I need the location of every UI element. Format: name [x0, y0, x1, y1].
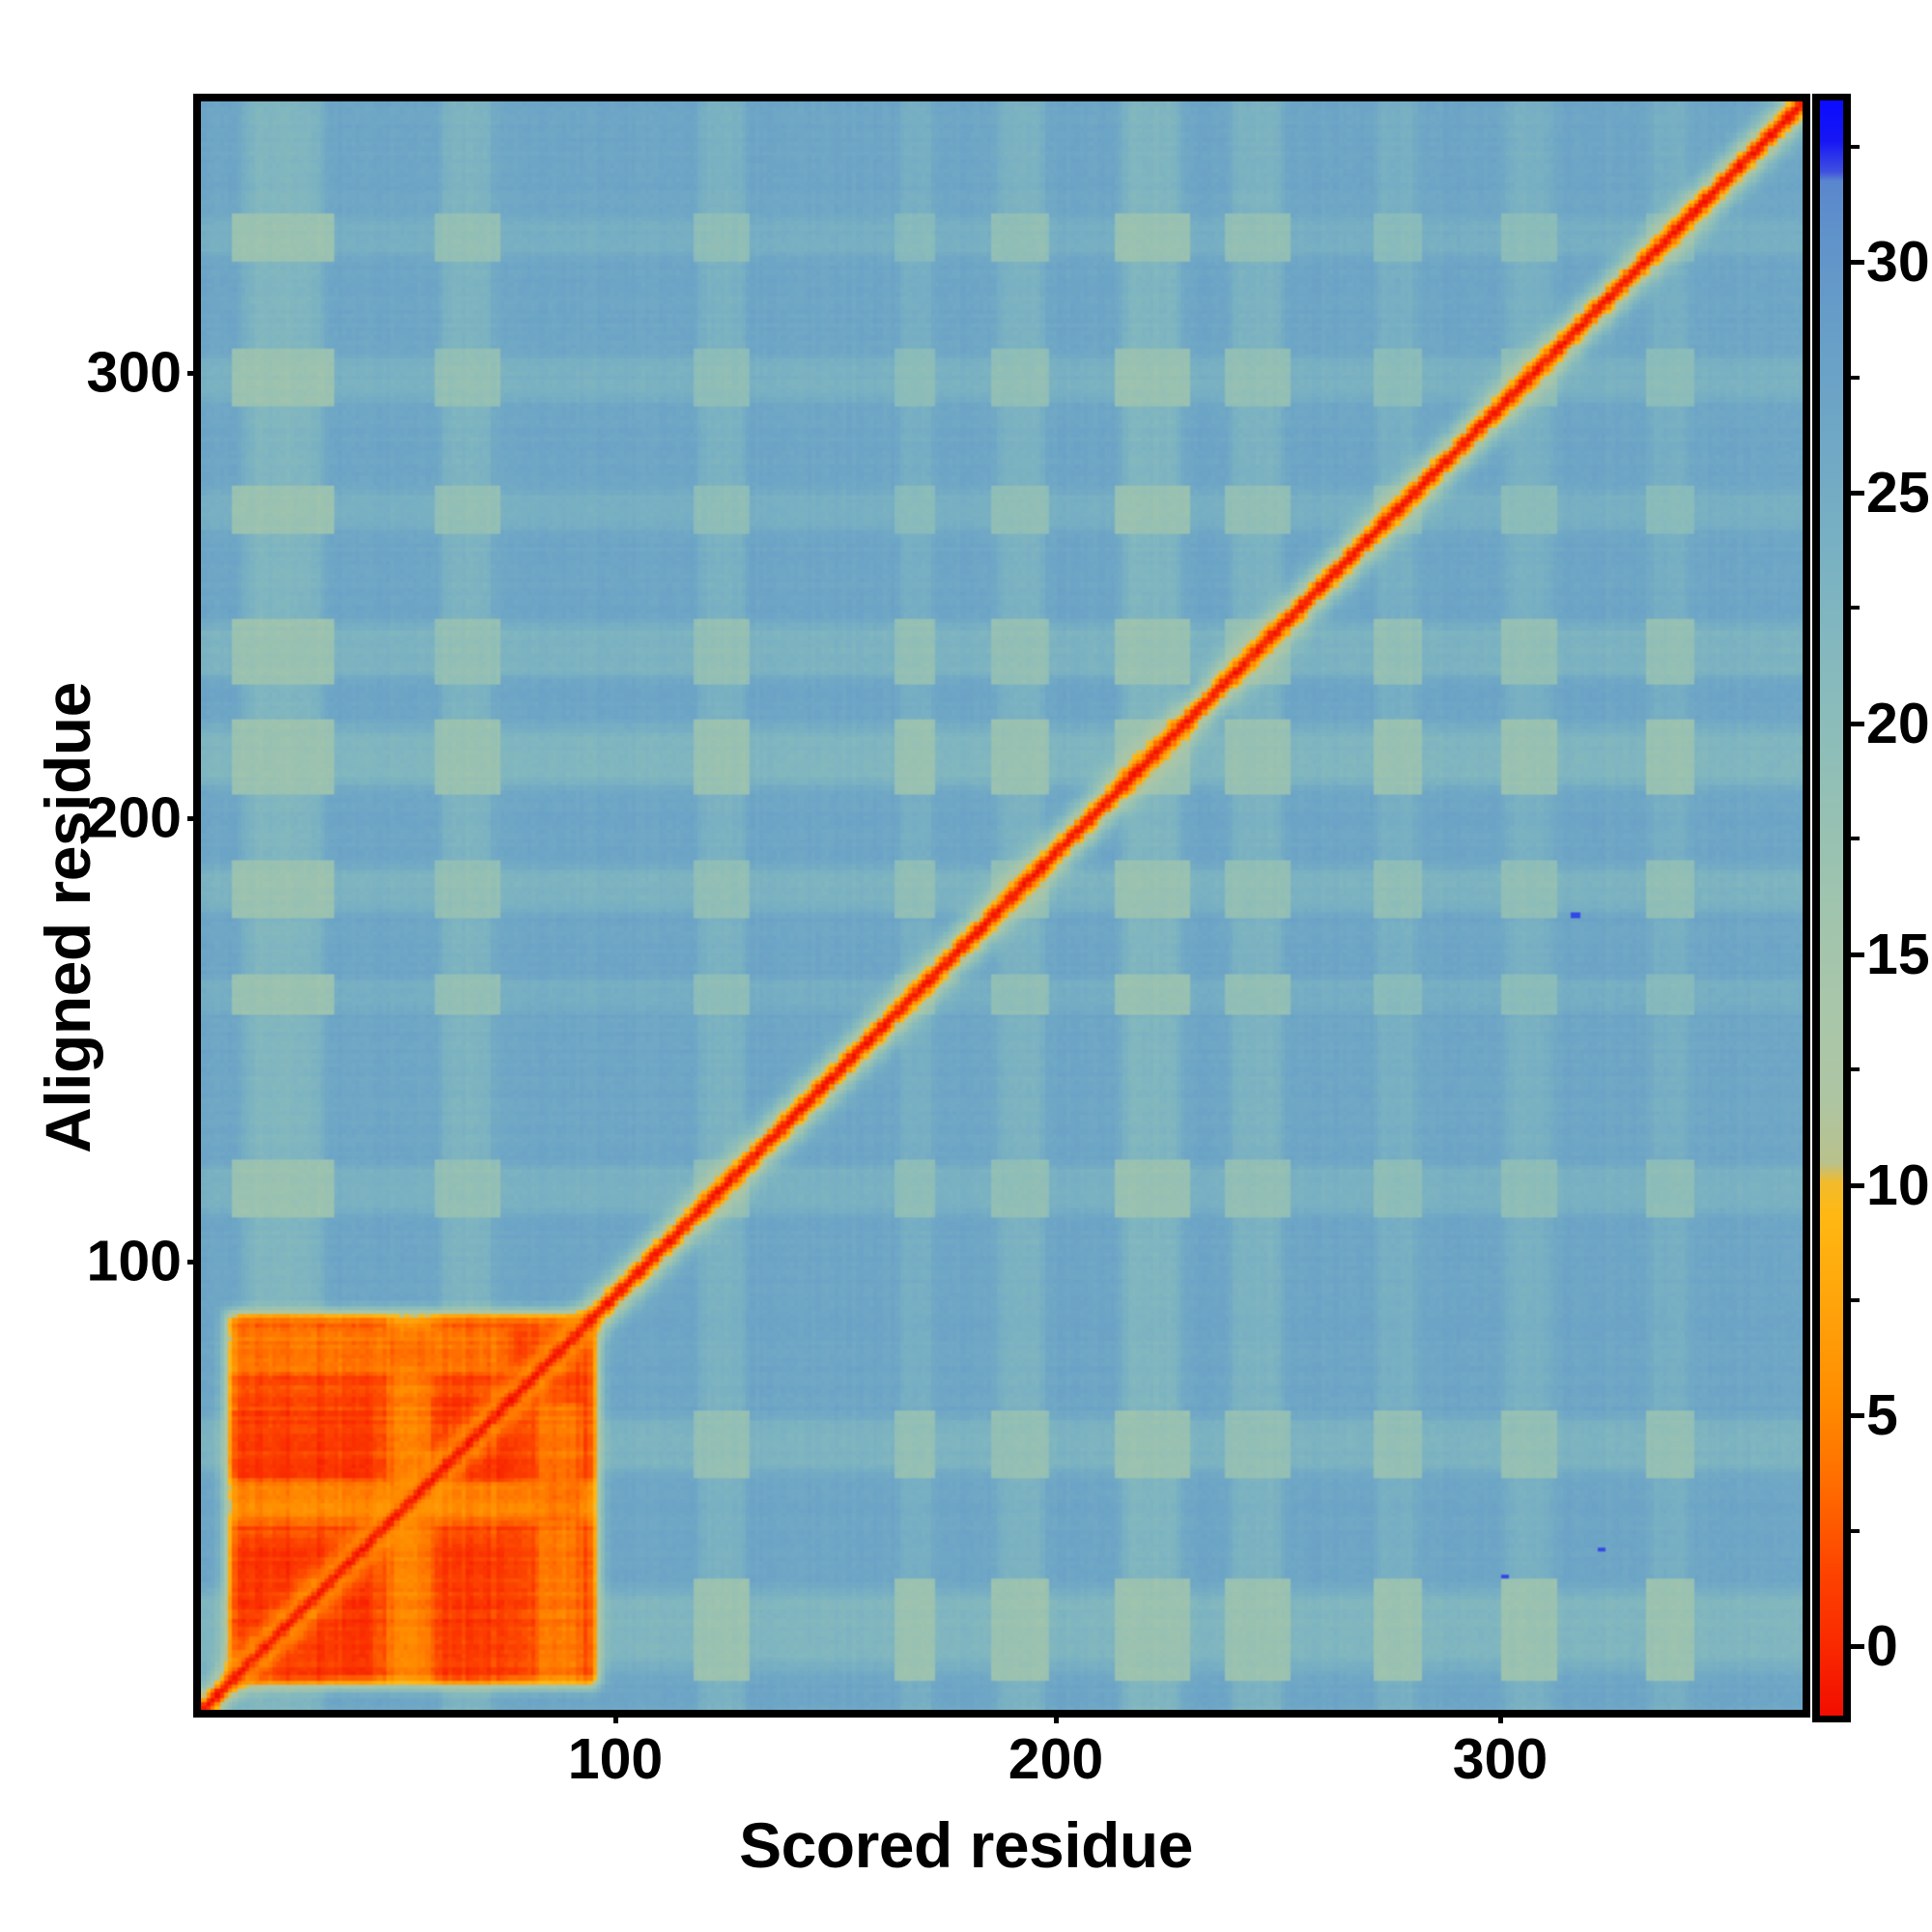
colorbar-tick-mark [1851, 1182, 1864, 1188]
y-tick-label: 200 [86, 785, 182, 850]
colorbar-tick-label: 25 [1866, 461, 1930, 526]
y-tick-label: 300 [86, 340, 182, 405]
x-tick-label: 100 [567, 1727, 664, 1791]
colorbar-minor-tick-mark [1851, 1067, 1860, 1072]
colorbar-tick-label: 10 [1866, 1152, 1930, 1217]
colorbar-tick-label: 5 [1866, 1383, 1898, 1448]
colorbar-minor-tick-mark [1851, 1528, 1860, 1533]
colorbar-tick-mark [1851, 1413, 1864, 1419]
colorbar: 0 5 10 15 20 25 30 [1812, 94, 1932, 1726]
heatmap-plot-frame [193, 94, 1810, 1718]
colorbar-tick-label: 0 [1866, 1614, 1898, 1679]
heatmap-canvas [201, 101, 1803, 1710]
colorbar-minor-tick-mark [1851, 606, 1860, 611]
x-tick-mark [1498, 1710, 1503, 1723]
colorbar-minor-tick-mark [1851, 375, 1860, 380]
colorbar-tick-mark [1851, 1644, 1864, 1650]
colorbar-tick-label: 15 [1866, 922, 1930, 986]
x-tick-mark [1054, 1710, 1059, 1723]
colorbar-gradient [1820, 100, 1843, 1716]
colorbar-minor-tick-mark [1851, 837, 1860, 841]
colorbar-tick-mark [1851, 952, 1864, 957]
x-tick-mark [613, 1710, 618, 1723]
y-axis-title: Aligned residue [32, 682, 103, 1153]
colorbar-frame [1812, 94, 1851, 1722]
y-tick-label: 100 [86, 1229, 182, 1293]
x-axis-title: Scored residue [739, 1809, 1193, 1881]
colorbar-tick-mark [1851, 491, 1864, 497]
y-tick-mark [187, 816, 201, 821]
y-tick-mark [187, 1260, 201, 1264]
colorbar-tick-mark [1851, 260, 1864, 266]
x-tick-label: 200 [1008, 1727, 1104, 1791]
y-tick-mark [187, 371, 201, 376]
colorbar-tick-label: 30 [1866, 230, 1930, 295]
x-tick-label: 300 [1452, 1727, 1548, 1791]
colorbar-minor-tick-mark [1851, 144, 1860, 149]
colorbar-tick-label: 20 [1866, 691, 1930, 755]
colorbar-minor-tick-mark [1851, 1298, 1860, 1303]
colorbar-tick-mark [1851, 721, 1864, 726]
